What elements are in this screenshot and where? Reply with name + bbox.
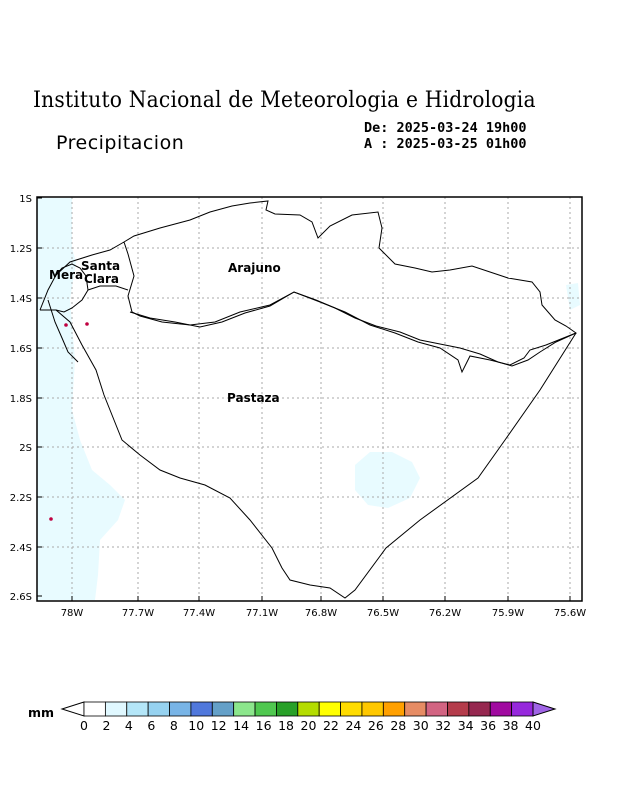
lat-label: 1.2S: [10, 244, 32, 255]
colorbar-swatch: [276, 701, 299, 717]
lon-label: 75.6W: [554, 608, 586, 619]
colorbar-label: 36: [480, 718, 496, 733]
lat-label: 1.6S: [10, 344, 32, 355]
colorbar-swatch: [425, 701, 448, 717]
lat-label: 1.4S: [10, 294, 32, 305]
arajuno-south-border: [129, 291, 577, 374]
colorbar-label: 4: [125, 718, 133, 733]
lon-label: 77.7W: [122, 608, 154, 619]
lon-label: 77.1W: [246, 608, 278, 619]
lat-label: 2.6S: [10, 592, 32, 603]
colorbar-under-arrow: [60, 701, 85, 717]
colorbar-swatch: [511, 701, 534, 717]
lat-label: 2.2S: [10, 493, 32, 504]
santaclara-east-border: [87, 285, 129, 291]
colorbar-label: 30: [413, 718, 429, 733]
lon-label: 77.4W: [183, 608, 215, 619]
colorbar-swatch: [468, 701, 491, 717]
colorbar-swatch: [297, 701, 320, 717]
colorbar-swatch: [361, 701, 384, 717]
station-markers: [49, 322, 89, 521]
colorbar-swatch: [489, 701, 513, 717]
page-title: Instituto Nacional de Meteorologia e Hid…: [33, 88, 536, 113]
colorbar-unit: mm: [28, 705, 54, 720]
colorbar-swatch: [233, 701, 256, 717]
colorbar-label: 22: [323, 718, 339, 733]
lat-label: 1.8S: [10, 394, 32, 405]
pastaza-south-east: [40, 309, 577, 599]
colorbar-label: 34: [458, 718, 474, 733]
station-marker: [49, 517, 53, 521]
place-label-mera: Mera: [49, 268, 83, 282]
precip-area-edge: [566, 283, 580, 310]
mera-santaclara-border: [55, 263, 89, 313]
colorbar-swatch: [126, 701, 149, 717]
colorbar-swatch: [211, 701, 235, 717]
colorbar-label: 12: [211, 718, 227, 733]
lat-label: 2S: [19, 443, 32, 454]
colorbar-label: 38: [503, 718, 519, 733]
lon-label: 76.8W: [305, 608, 337, 619]
colorbar-label: 10: [188, 718, 204, 733]
province-borders: [39, 200, 578, 599]
colorbar-label: 32: [435, 718, 451, 733]
precip-area-east: [355, 452, 420, 508]
colorbar-swatch: [104, 701, 128, 717]
colorbar-swatch: [382, 701, 406, 717]
colorbar-label: 8: [170, 718, 178, 733]
colorbar-swatch: [83, 701, 106, 717]
colorbar-label: 26: [368, 718, 384, 733]
date-from: De: 2025-03-24 19h00: [364, 120, 527, 136]
lon-label: 76.2W: [429, 608, 461, 619]
station-marker: [85, 322, 89, 326]
place-label-pastaza: Pastaza: [227, 391, 280, 405]
date-range: De: 2025-03-24 19h00 A : 2025-03-25 01h0…: [364, 120, 527, 152]
colorbar-swatch: [318, 701, 341, 717]
colorbar-swatch: [190, 701, 213, 717]
date-to: A : 2025-03-25 01h00: [364, 136, 527, 152]
map-frame: [36, 196, 583, 602]
pastaza-outline: [39, 200, 578, 367]
lon-label: 78W: [61, 608, 84, 619]
colorbar-label: 20: [301, 718, 317, 733]
colorbar-swatch: [169, 701, 192, 717]
colorbar-label: 24: [345, 718, 361, 733]
place-label-clara: Clara: [84, 272, 119, 286]
place-label-santa: Santa: [81, 259, 120, 273]
colorbar-label: 16: [256, 718, 272, 733]
colorbar-swatch: [147, 701, 170, 717]
lon-label: 75.9W: [492, 608, 524, 619]
colorbar: 0 2 4 6 8 10 12 14 16 18 20 22 24 26 28 30 32 34 36 38 40: [60, 701, 557, 733]
map-grid: [37, 197, 582, 601]
place-label-arajuno: Arajuno: [228, 261, 281, 275]
lat-label: 2.4S: [10, 543, 32, 554]
lat-label: 1S: [19, 194, 32, 205]
mera-west-edge: [47, 299, 79, 363]
colorbar-over-arrow: [532, 701, 557, 717]
colorbar-label: 28: [390, 718, 406, 733]
colorbar-swatch: [340, 701, 363, 717]
colorbar-label: 40: [525, 718, 541, 733]
station-marker: [64, 323, 68, 327]
colorbar-swatch: [254, 701, 277, 717]
colorbar-label: 18: [278, 718, 294, 733]
colorbar-label: 14: [233, 718, 249, 733]
colorbar-label: 2: [102, 718, 110, 733]
colorbar-swatch: [404, 701, 427, 717]
colorbar-swatch: [447, 701, 470, 717]
map-axes: 1S 1.2S 1.4S 1.6S 1.8S 2S 2.2S 2.4S 2.6S 78W 77.7W…: [10, 194, 586, 619]
lon-label: 76.5W: [367, 608, 399, 619]
variable-subtitle: Precipitacion: [56, 132, 185, 154]
colorbar-label: 6: [147, 718, 155, 733]
colorbar-label: 0: [80, 718, 88, 733]
